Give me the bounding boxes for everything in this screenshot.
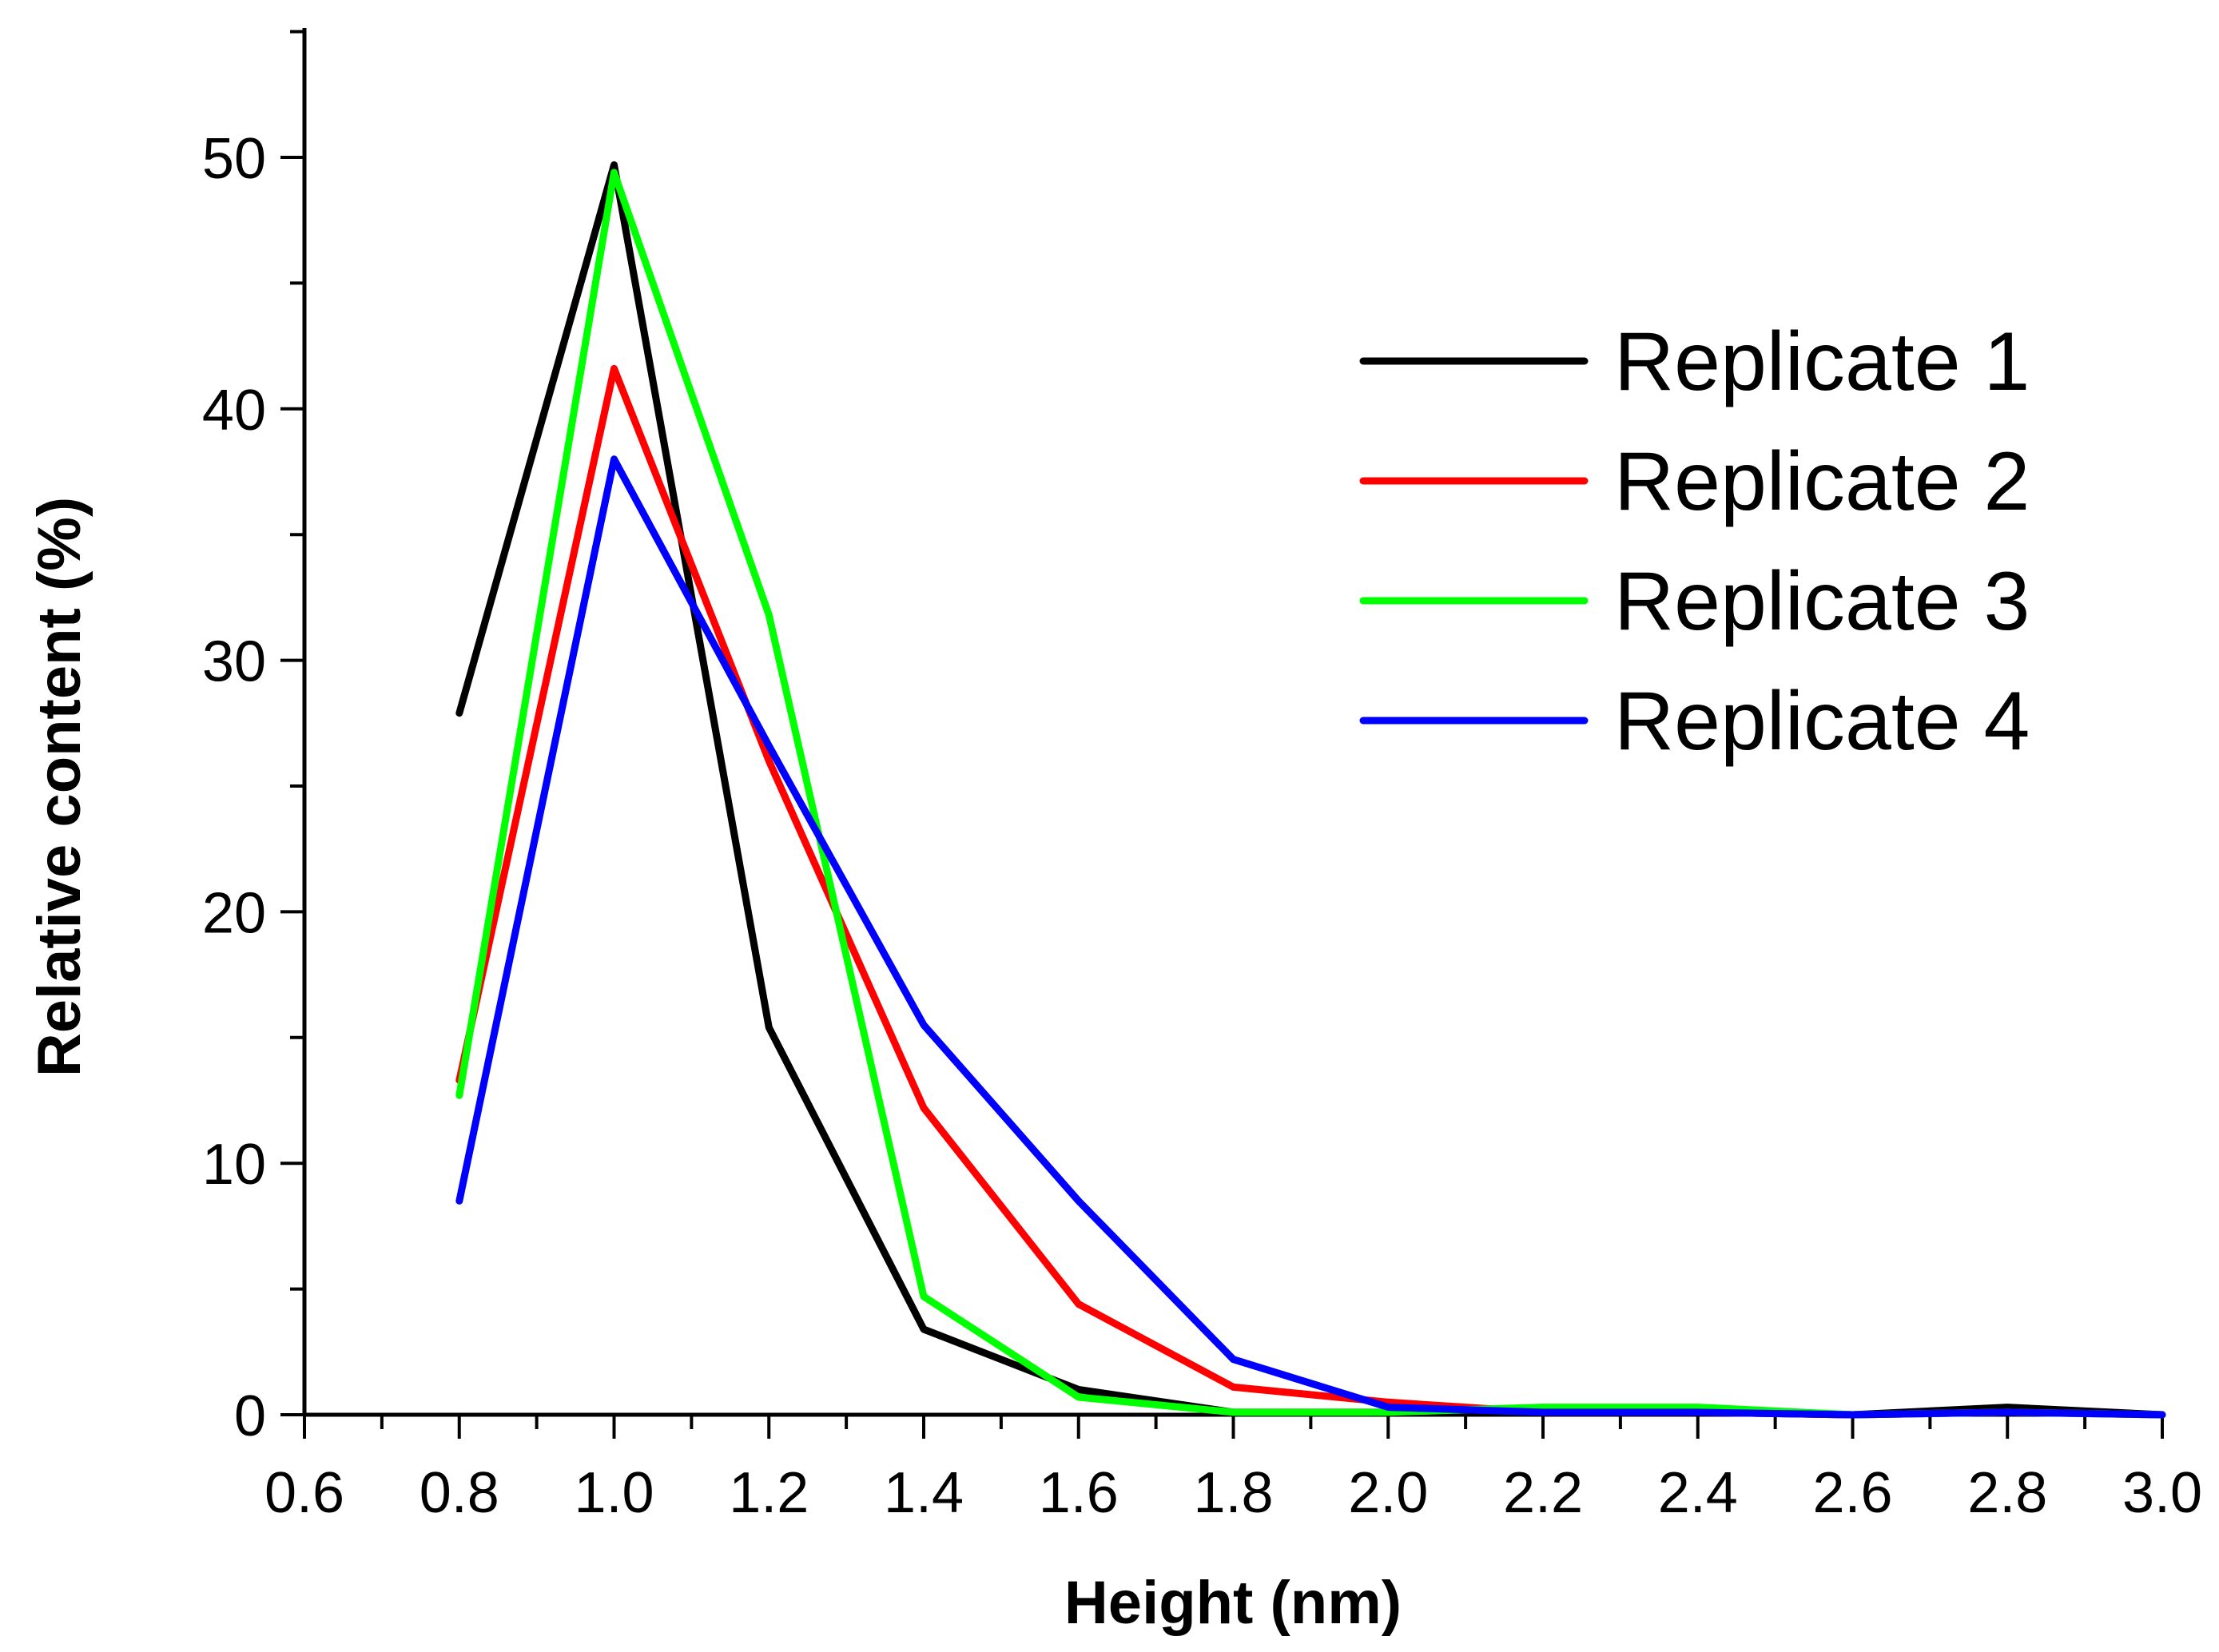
y-tick-label: 10: [202, 1133, 266, 1197]
x-tick-label: 0.8: [420, 1461, 499, 1525]
x-tick-label: 1.8: [1193, 1461, 1273, 1525]
series-line-replicate-4: [455, 455, 2166, 1419]
legend-label: Replicate 4: [1614, 675, 2030, 768]
y-tick-label: 30: [202, 630, 266, 694]
y-tick-label: 40: [202, 379, 266, 443]
x-tick-label: 2.6: [1812, 1461, 1892, 1525]
y-axis-title: Relative content (%): [26, 497, 93, 1077]
x-tick-label: 1.0: [574, 1461, 654, 1525]
x-axis-title: Height (nm): [1064, 1569, 1402, 1637]
legend: Replicate 1 Replicate 2 Replicate 3 Replica…: [1359, 316, 2030, 768]
legend-label: Replicate 3: [1614, 555, 2030, 648]
x-tick-label: 2.2: [1503, 1461, 1583, 1525]
x-tick-label: 0.6: [264, 1461, 344, 1525]
x-tick-label: 1.2: [729, 1461, 809, 1525]
y-tick-label: 0: [234, 1384, 266, 1448]
x-tick-label: 2.4: [1658, 1461, 1738, 1525]
x-tick-label: 2.0: [1348, 1461, 1428, 1525]
x-tick-label: 1.6: [1039, 1461, 1119, 1525]
x-tick-label: 3.0: [2122, 1461, 2202, 1525]
axes: 0.6 0.8 1.0 1.2 1.4 1.6 1.8 2.0 2.2 2.4 2.6 2.8 3.0 0…: [202, 28, 2202, 1525]
plot-area: [455, 161, 2166, 1419]
y-tick-label: 50: [202, 127, 266, 191]
x-tick-label: 1.4: [884, 1461, 964, 1525]
legend-label: Replicate 1: [1614, 316, 2030, 408]
y-tick-label: 20: [202, 881, 266, 945]
x-tick-label: 2.8: [1967, 1461, 2047, 1525]
legend-label: Replicate 2: [1614, 435, 2030, 528]
